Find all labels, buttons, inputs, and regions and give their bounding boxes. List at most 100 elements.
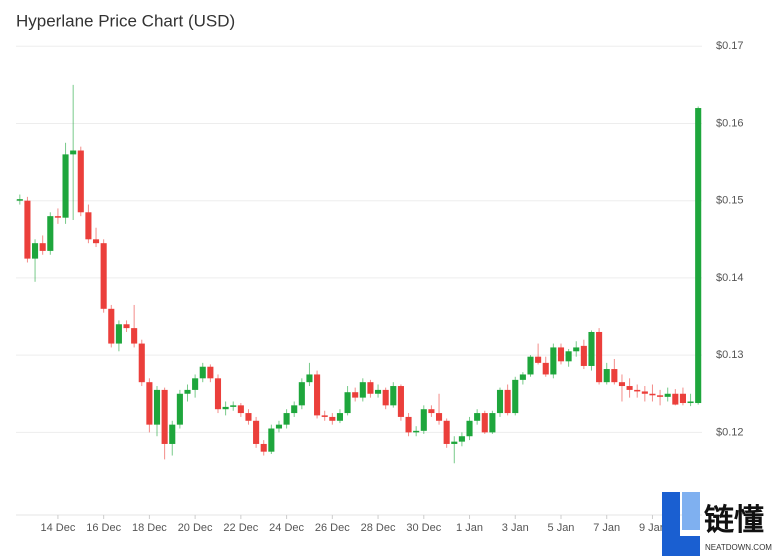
candle-body <box>527 356 534 375</box>
candle-body <box>565 351 572 362</box>
candle-body <box>184 389 191 394</box>
candle-body <box>390 386 397 406</box>
candle-body <box>54 216 61 218</box>
x-tick-label: 14 Dec <box>40 522 75 534</box>
candle-body <box>245 413 252 421</box>
x-tick-label: 18 Dec <box>132 522 167 534</box>
candle-body <box>413 430 420 433</box>
candle-body <box>672 393 679 405</box>
candle-body <box>39 243 46 251</box>
candle-body <box>32 243 39 259</box>
candle-body <box>153 389 161 425</box>
candle-body <box>596 331 603 383</box>
candle-body <box>314 374 321 416</box>
candle-body <box>24 200 31 259</box>
candle-body <box>649 393 656 396</box>
x-tick-label: 30 Dec <box>406 522 441 534</box>
x-tick-label: 22 Dec <box>223 522 258 534</box>
candle-body <box>405 416 412 433</box>
candle-body <box>92 239 100 244</box>
candle-body <box>466 420 473 437</box>
candle-body <box>230 405 237 407</box>
candle-body <box>108 308 115 344</box>
candle-body <box>428 409 435 414</box>
candle-body <box>474 413 481 421</box>
candle-body <box>382 389 389 406</box>
candle-body <box>291 405 298 414</box>
candle-body <box>138 343 145 383</box>
candle-body <box>512 379 519 414</box>
x-tick-label: 1 Jan <box>456 522 483 534</box>
candle-body <box>275 424 283 429</box>
watermark-subtext: NEATDOWN.COM <box>705 543 772 552</box>
candle-body <box>253 420 260 444</box>
candle-body <box>222 406 229 410</box>
candle-body <box>695 108 702 404</box>
candle-body <box>336 413 343 421</box>
candle-body <box>214 378 222 410</box>
candle-body <box>664 393 671 397</box>
candle-body <box>626 386 633 390</box>
candle-body <box>359 382 366 398</box>
x-tick-label: 3 Jan <box>502 522 529 534</box>
watermark-text: 链懂 <box>704 503 764 537</box>
candle-body <box>504 389 511 414</box>
candle-body <box>573 347 580 352</box>
candle-body <box>298 382 305 406</box>
x-tick-label: 28 Dec <box>361 522 396 534</box>
candle-body <box>367 382 374 394</box>
candle-body <box>199 366 206 379</box>
candle-body <box>634 389 641 392</box>
candle-body <box>85 212 92 240</box>
candle-body <box>451 441 458 444</box>
x-tick-label: 5 Jan <box>548 522 575 534</box>
chart-title: Hyperlane Price Chart (USD) <box>16 11 235 30</box>
x-tick-label: 24 Dec <box>269 522 304 534</box>
candle-body <box>535 356 542 363</box>
candle-body <box>443 420 450 444</box>
candle-body <box>260 443 267 452</box>
candle-body <box>16 199 23 201</box>
candle-body <box>489 413 496 433</box>
candle-body <box>397 386 404 417</box>
x-tick-label: 16 Dec <box>86 522 121 534</box>
candle-body <box>321 415 328 417</box>
candle-body <box>550 347 557 375</box>
candle-body <box>580 345 587 366</box>
watermark-logo-accent <box>682 492 700 530</box>
candle-body <box>115 324 122 344</box>
y-tick-label: $0.13 <box>716 349 744 361</box>
candle-body <box>283 413 290 425</box>
y-tick-label: $0.16 <box>716 117 744 129</box>
candle-body <box>458 436 465 442</box>
candle-body <box>641 391 648 394</box>
candle-body <box>70 150 77 155</box>
candle-body <box>375 389 382 394</box>
candle-body <box>306 374 313 383</box>
y-tick-label: $0.14 <box>716 272 744 284</box>
candle-body <box>344 392 351 414</box>
candle-body <box>161 389 168 444</box>
x-tick-label: 7 Jan <box>593 522 620 534</box>
watermark-logo <box>662 492 700 556</box>
candle-body <box>207 366 214 379</box>
candle-body <box>146 382 153 425</box>
candle-body <box>123 324 130 329</box>
candle-body <box>618 382 626 387</box>
y-tick-label: $0.17 <box>716 40 744 52</box>
candle-body <box>496 389 504 414</box>
candle-body <box>519 374 526 380</box>
candle-body <box>62 154 69 218</box>
candle-body <box>435 413 443 421</box>
candle-body <box>679 393 686 404</box>
candle-body <box>420 409 427 431</box>
candle-body <box>268 428 275 452</box>
candle-body <box>687 401 694 404</box>
candle-body <box>176 393 183 425</box>
candle-body <box>657 395 664 397</box>
plot-area: $0.12 $0.13 $0.14 $0.15 $0.16 $0.17 14 Dec 16 D… <box>16 40 744 534</box>
x-tick-label: 20 Dec <box>178 522 213 534</box>
candle-body <box>481 413 488 433</box>
